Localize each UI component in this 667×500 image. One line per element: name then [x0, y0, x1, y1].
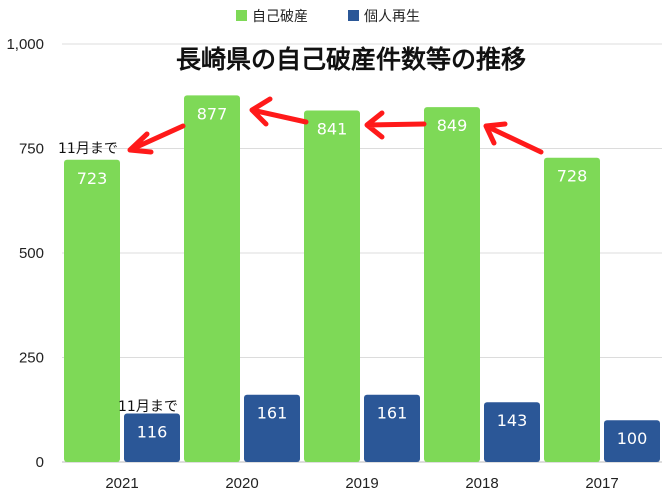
legend-label-bankruptcy: 自己破産: [252, 9, 308, 25]
y-tick-label: 250: [19, 350, 44, 367]
data-label: 723: [77, 169, 108, 188]
x-tick-label: 2018: [465, 475, 498, 492]
arrows: [127, 96, 544, 155]
arrow-to-2020: [249, 96, 309, 127]
bars: [64, 95, 660, 463]
data-label: 728: [557, 167, 588, 186]
legend: 自己破産 個人再生: [236, 9, 420, 25]
data-label: 161: [377, 404, 408, 423]
bar-rehabilitation-2018: [484, 402, 540, 462]
bar-rehabilitation-2017: [604, 420, 660, 462]
legend-label-rehabilitation: 個人再生: [364, 9, 420, 25]
x-tick-label: 2017: [585, 475, 618, 492]
bar-rehabilitation-2021: [124, 413, 180, 462]
x-axis-ticks: 2021 2020 2019 2018 2017: [105, 475, 618, 492]
data-label: 841: [317, 119, 348, 138]
x-tick-label: 2019: [345, 475, 378, 492]
data-label: 100: [617, 429, 648, 448]
legend-swatch-rehabilitation: [348, 10, 359, 21]
arrow-to-2018: [483, 121, 544, 155]
annotation-rehab-2021: 11月まで: [118, 399, 178, 415]
arrow-to-2021: [127, 123, 186, 155]
bar-rehabilitation-2020: [244, 394, 300, 462]
data-label: 161: [257, 404, 288, 423]
data-labels: 723 116 877 161 841 161 849 143 728 100: [77, 104, 648, 448]
arrow-to-2019: [364, 110, 427, 140]
data-label: 143: [497, 411, 528, 430]
bar-rehabilitation-2019: [364, 394, 420, 462]
bar-bankruptcy-2018: [424, 107, 480, 463]
legend-swatch-bankruptcy: [236, 10, 247, 21]
bar-bankruptcy-2020: [184, 95, 240, 462]
data-label: 849: [437, 116, 468, 135]
y-tick-label: 500: [19, 245, 44, 262]
annotation-bankruptcy-2021: 11月まで: [58, 141, 118, 157]
y-tick-label: 750: [19, 141, 44, 158]
bar-bankruptcy-2017: [544, 157, 600, 463]
y-tick-label: 0: [36, 454, 44, 471]
y-tick-label: 1,000: [6, 36, 44, 53]
chart-title: 長崎県の自己破産件数等の推移: [176, 45, 526, 74]
y-axis-ticks: 0 250 500 750 1,000: [6, 36, 44, 471]
bar-bankruptcy-2021: [64, 159, 120, 462]
bar-bankruptcy-2019: [304, 110, 360, 462]
data-label: 877: [197, 104, 228, 123]
x-tick-label: 2020: [225, 475, 258, 492]
x-tick-label: 2021: [105, 475, 138, 492]
data-label: 116: [137, 423, 168, 442]
